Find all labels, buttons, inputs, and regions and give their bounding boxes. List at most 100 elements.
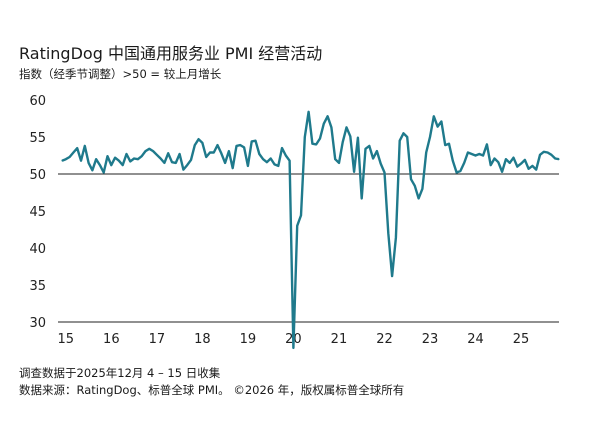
data-point (213, 151, 215, 154)
data-point (399, 140, 401, 142)
y-tick-label: 45 (29, 205, 46, 220)
x-tick-label: 15 (58, 332, 75, 347)
data-point (220, 152, 222, 154)
data-point (440, 120, 442, 123)
x-tick-label: 24 (467, 332, 484, 347)
data-point (429, 136, 431, 138)
data-point (152, 150, 154, 152)
data-point (106, 155, 109, 157)
data-point (467, 151, 469, 154)
x-tick-label: 25 (513, 332, 530, 347)
y-axis: 30 35 40 45 50 55 60 (29, 94, 46, 331)
data-point (228, 150, 230, 152)
data-point (133, 157, 135, 160)
data-point (497, 161, 499, 163)
x-tick-label: 18 (194, 332, 211, 347)
data-point (364, 148, 367, 150)
data-point (380, 163, 382, 165)
y-tick-label: 40 (29, 242, 46, 257)
data-point (459, 170, 461, 172)
data-point (194, 144, 196, 146)
data-point (258, 153, 260, 155)
data-point (186, 164, 188, 166)
data-point (141, 155, 143, 157)
data-point (543, 151, 545, 153)
data-point (72, 151, 74, 154)
data-point (235, 145, 238, 147)
data-point (254, 140, 257, 142)
x-tick-label: 22 (376, 332, 393, 347)
data-point (103, 171, 105, 174)
data-point (110, 164, 112, 166)
data-point (437, 126, 439, 128)
data-point (266, 161, 268, 163)
data-point (406, 136, 408, 138)
data-point (345, 126, 348, 128)
data-point (471, 153, 473, 155)
data-point (289, 160, 291, 162)
data-point (315, 143, 317, 145)
data-point (224, 162, 226, 164)
data-point (539, 154, 541, 156)
data-point (308, 111, 310, 113)
data-point (243, 146, 245, 148)
chart-title: RatingDog 中国通用服务业 PMI 经营活动 (19, 44, 323, 63)
x-tick-label: 17 (149, 332, 166, 347)
chart-subtitle: 指数（经季节调整）>50 = 较上月增长 (19, 67, 222, 81)
data-point (418, 197, 420, 199)
data-point (179, 153, 181, 155)
y-tick-label: 55 (29, 131, 46, 146)
data-point (357, 137, 359, 139)
data-point (501, 171, 503, 173)
data-point (482, 154, 484, 157)
data-point (478, 153, 480, 155)
y-tick-label: 60 (29, 94, 46, 109)
data-point (372, 157, 374, 160)
data-point (520, 163, 522, 165)
data-point (421, 188, 423, 190)
data-point (493, 157, 496, 160)
data-point (198, 138, 200, 140)
data-point (547, 151, 549, 154)
data-point (144, 150, 147, 152)
data-point (334, 158, 336, 160)
data-point (137, 158, 139, 160)
data-point (292, 347, 294, 349)
data-point (182, 169, 184, 171)
data-point (65, 158, 67, 160)
data-point (167, 152, 169, 154)
data-point (550, 154, 553, 156)
data-point (330, 126, 332, 128)
series-line (61, 110, 560, 350)
data-point (99, 164, 101, 166)
data-point (535, 169, 537, 171)
data-point (209, 151, 211, 154)
data-point (122, 164, 124, 166)
data-point (201, 142, 203, 144)
data-point (251, 140, 253, 142)
data-point (216, 144, 219, 146)
data-point (88, 162, 90, 164)
data-point (160, 157, 162, 160)
data-point (349, 135, 351, 137)
data-point (232, 167, 234, 169)
data-point (91, 169, 93, 171)
data-point (95, 158, 97, 160)
data-point (296, 225, 298, 227)
data-point (516, 166, 518, 168)
data-point (414, 185, 416, 187)
data-point (505, 158, 507, 160)
data-point (304, 136, 306, 138)
data-point (156, 154, 158, 156)
data-point (456, 171, 458, 174)
data-point (410, 178, 412, 180)
x-tick-label: 19 (240, 332, 257, 347)
data-point (558, 158, 560, 160)
data-point (175, 162, 177, 164)
data-point (118, 160, 120, 162)
data-point (528, 168, 530, 170)
data-point (353, 171, 355, 173)
y-tick-label: 50 (29, 168, 46, 183)
y-tick-label: 35 (29, 279, 46, 294)
data-point (323, 123, 325, 125)
